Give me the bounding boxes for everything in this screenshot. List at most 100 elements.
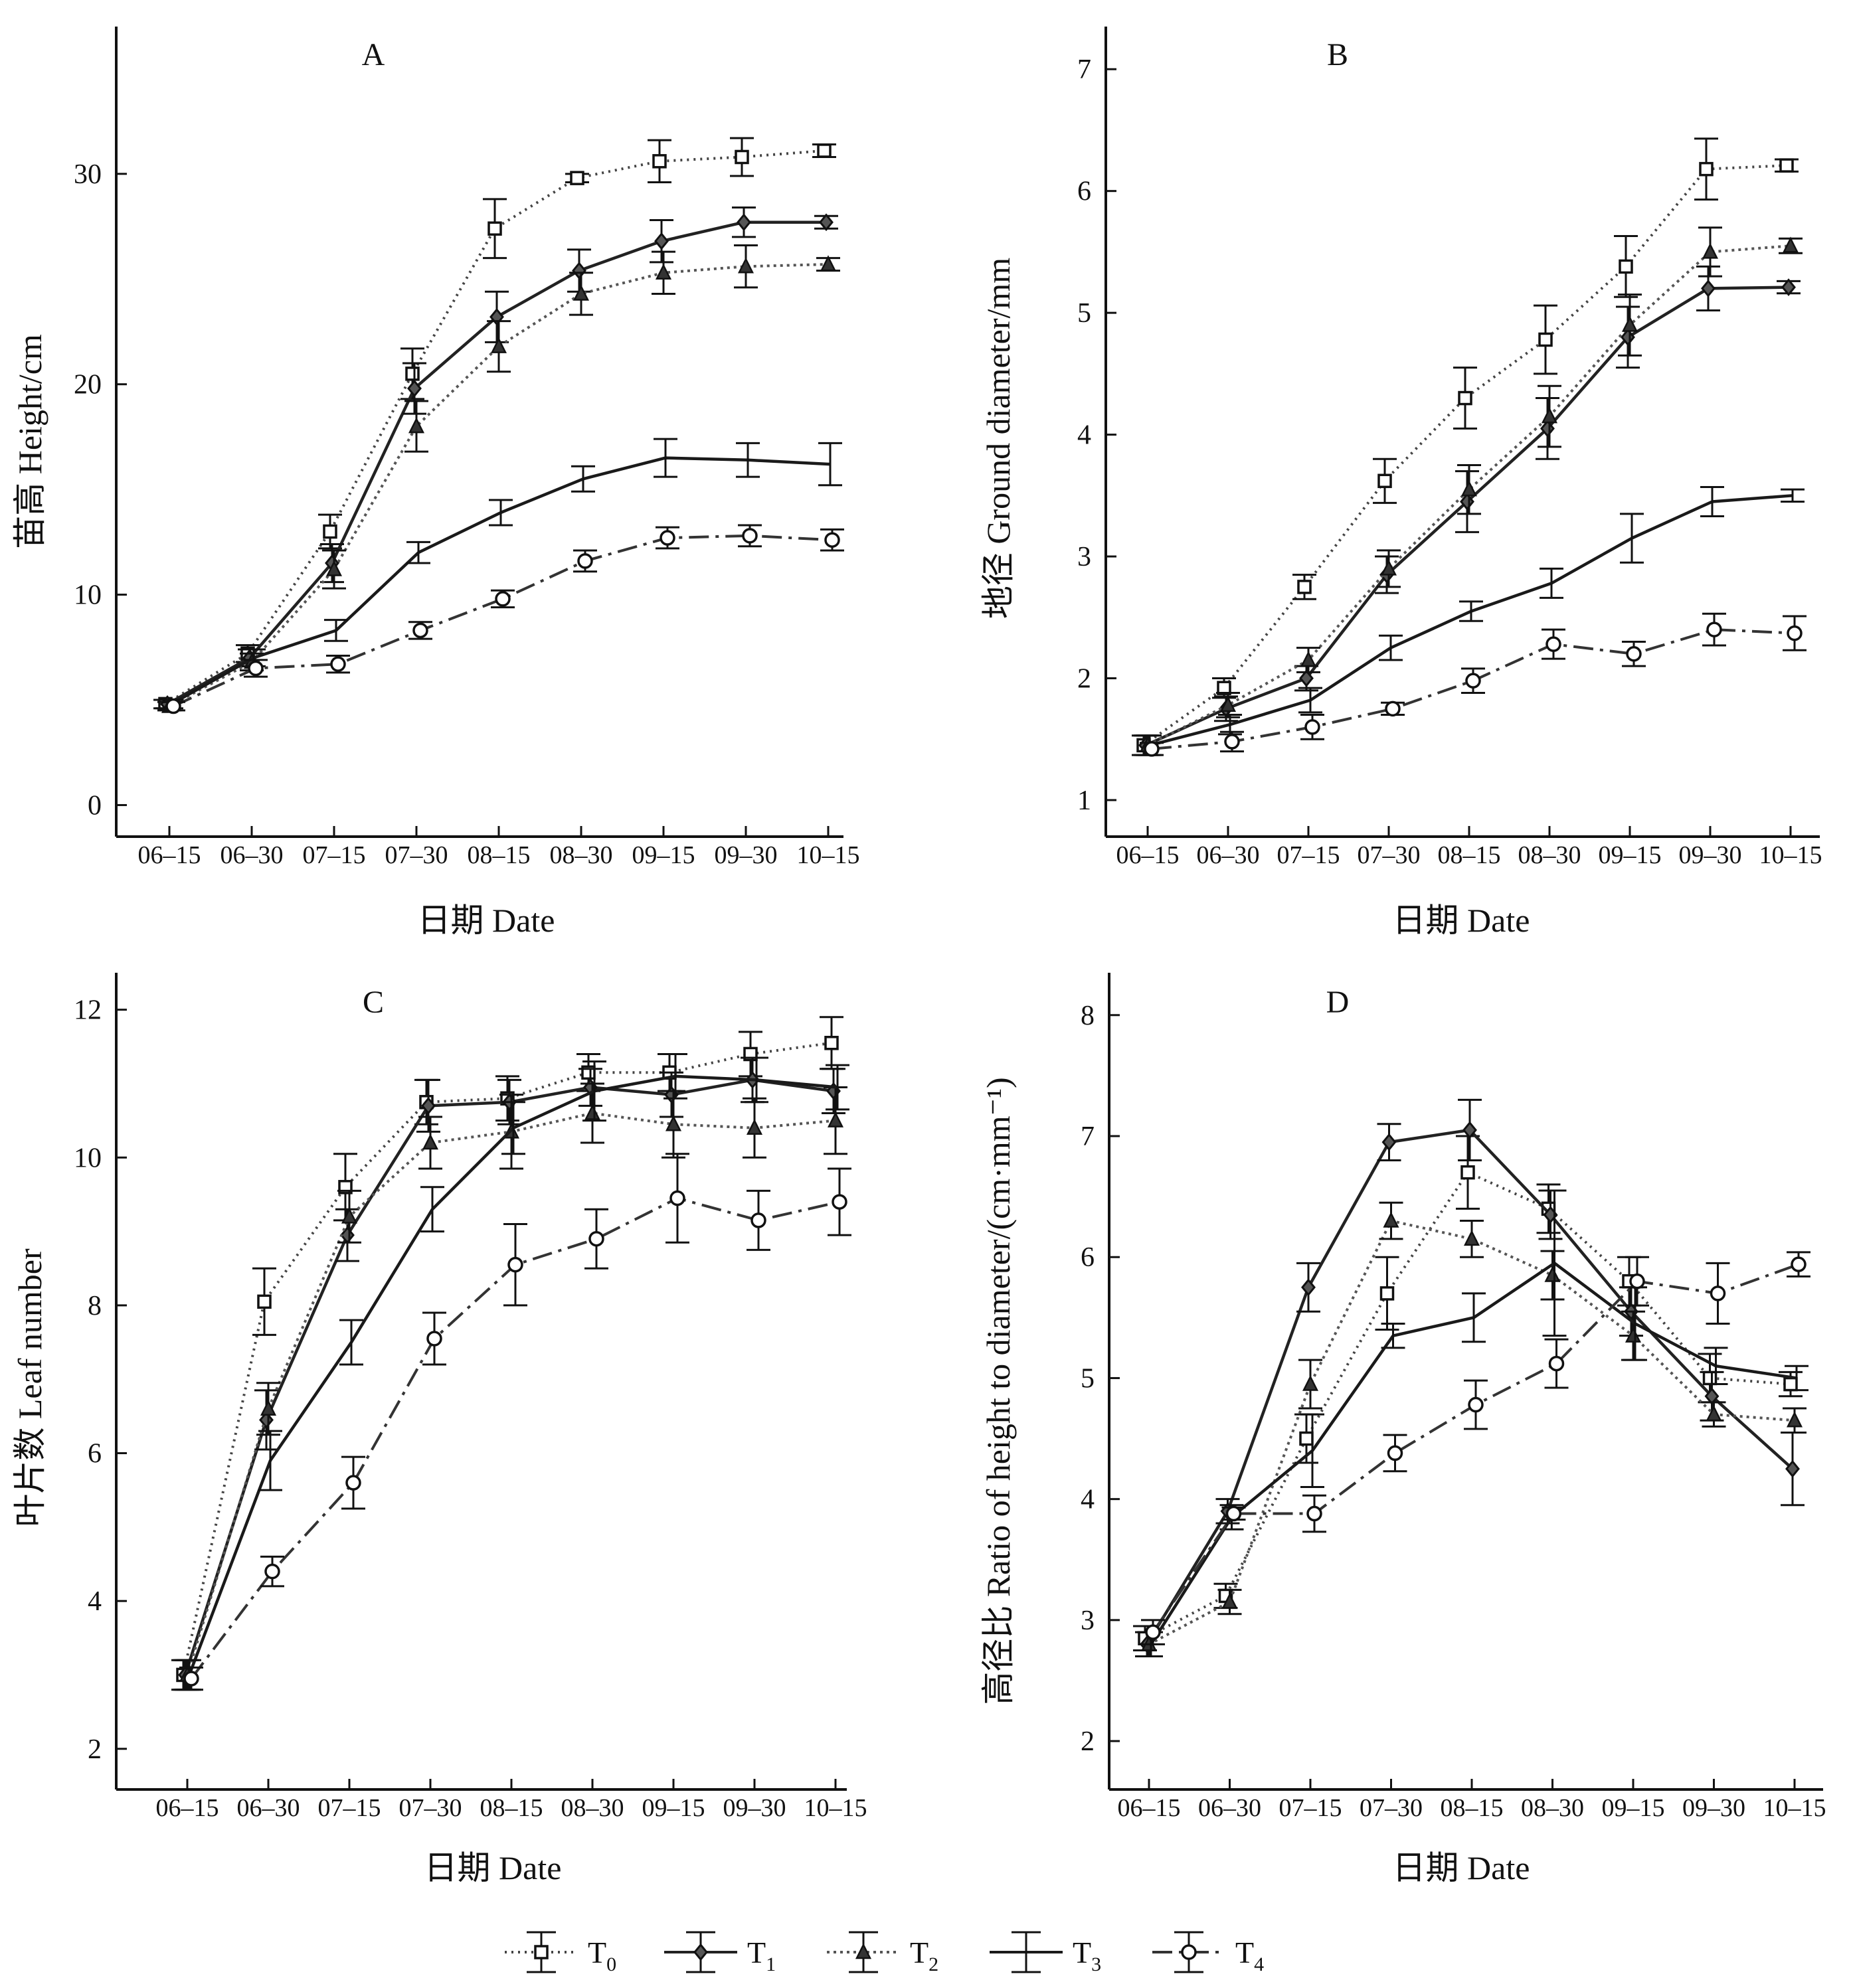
y-tick-label: 7 [1081, 1121, 1095, 1152]
data-point [1781, 278, 1796, 296]
legend-subscript: 3 [1091, 1953, 1101, 1975]
data-point [1544, 1266, 1561, 1282]
data-point [1381, 1133, 1397, 1151]
series-t2 [175, 1082, 847, 1691]
x-tick-label: 06–30 [1198, 1794, 1261, 1822]
data-point [1301, 1278, 1316, 1297]
series-t0 [1132, 137, 1799, 756]
data-point [1465, 673, 1481, 689]
panel-d-y-ticks: 2 3 4 5 6 7 8 [1081, 1001, 1120, 1757]
data-point [412, 622, 428, 639]
y-tick-label: 6 [1077, 177, 1091, 207]
data-point [588, 1230, 604, 1247]
data-point [570, 171, 584, 185]
y-tick-label: 20 [74, 370, 102, 400]
data-point [1302, 1374, 1319, 1391]
panel-b: B 1 2 3 4 5 6 7 06–15 06–30 07–15 07–30 08–15 08–30… [980, 27, 1822, 939]
data-point [832, 1194, 847, 1210]
data-point [1704, 1387, 1720, 1406]
data-point [325, 560, 343, 576]
data-point [1377, 473, 1392, 489]
panel-c-title: C [363, 985, 384, 1020]
legend-item-t1: T1 [664, 1931, 776, 1975]
x-tick-label: 10–15 [797, 841, 860, 869]
data-point [1217, 681, 1231, 695]
x-tick-label: 06–15 [1116, 841, 1180, 869]
panel-b-xlabel: 日期 Date [1393, 902, 1530, 939]
legend-label: T2 [910, 1936, 938, 1975]
data-point [1702, 1370, 1718, 1386]
data-point [669, 1190, 685, 1206]
data-point [750, 1212, 766, 1228]
series-t3 [177, 1052, 849, 1691]
panel-c-series [171, 1016, 851, 1691]
data-point [1145, 1624, 1161, 1640]
y-tick-label: 5 [1081, 1363, 1095, 1394]
y-tick-label: 12 [74, 995, 102, 1026]
x-tick-label: 08–30 [550, 841, 613, 869]
series-t4 [1141, 1251, 1810, 1645]
x-tick-label: 09–15 [1599, 841, 1662, 869]
y-tick-label: 8 [1081, 1001, 1095, 1031]
data-point [584, 1104, 601, 1120]
series-t3 [1139, 1189, 1809, 1658]
series-line-t2 [1148, 1219, 1795, 1646]
panel-a-series [153, 137, 844, 714]
data-point [824, 1035, 839, 1050]
data-point [819, 213, 834, 232]
series-t0 [1133, 1135, 1803, 1651]
data-point [1710, 1285, 1726, 1301]
series-t3 [1138, 485, 1805, 756]
y-tick-label: 6 [88, 1439, 102, 1469]
data-point [1144, 741, 1160, 757]
data-point [1297, 580, 1312, 594]
y-tick-label: 5 [1077, 298, 1091, 329]
panel-d-ylabel: 高径比 Ratio of height to diameter/(cm·mm⁻¹… [980, 1077, 1017, 1704]
panel-d-series [1133, 1098, 1810, 1658]
x-tick-label: 07–15 [1277, 841, 1340, 869]
series-t2 [1136, 226, 1803, 756]
x-tick-label: 07–30 [399, 1794, 462, 1822]
y-tick-label: 10 [74, 1143, 102, 1173]
data-point [1300, 651, 1317, 667]
data-point [341, 1207, 358, 1224]
data-point [264, 1563, 280, 1580]
data-point [1548, 1355, 1565, 1372]
y-tick-label: 4 [1077, 420, 1091, 451]
data-point [421, 1096, 436, 1115]
data-point [1621, 315, 1638, 332]
y-tick-label: 8 [88, 1291, 102, 1321]
legend-marker [693, 1943, 708, 1961]
panel-b-ylabel: 地径 Ground diameter/mm [980, 258, 1017, 619]
panel-b-title: B [1327, 37, 1348, 72]
data-point [1460, 1165, 1475, 1180]
y-tick-label: 3 [1081, 1606, 1095, 1636]
data-point [1706, 621, 1722, 637]
x-tick-label: 09–15 [1602, 1794, 1665, 1822]
data-point [1221, 1592, 1238, 1609]
panel-b-x-ticks: 06–15 06–30 07–15 07–30 08–15 08–30 09–15 09–30… [1116, 826, 1822, 869]
panel-a: A 0 10 20 30 06–15 06–30 07–15 07–30 08–15 08–30… [11, 27, 860, 939]
data-point [660, 530, 675, 546]
legend-marker [855, 1943, 872, 1959]
series-t0 [171, 1016, 843, 1691]
data-point [1383, 1211, 1399, 1228]
data-point [824, 532, 840, 548]
x-tick-label: 10–15 [1763, 1794, 1826, 1822]
data-point [1304, 719, 1320, 735]
data-point [1699, 161, 1714, 177]
panel-d: D 2 3 4 5 6 7 8 06–15 06–30 07–15 07–30 08–15 08–30… [980, 973, 1826, 1886]
data-point [1225, 1505, 1242, 1522]
data-point [1463, 1230, 1480, 1246]
panel-c-ylabel: 叶片数 Leaf number [11, 1248, 48, 1527]
data-point [573, 284, 590, 301]
x-tick-label: 08–30 [1521, 1794, 1584, 1822]
data-point [1626, 646, 1642, 662]
data-point [507, 1256, 523, 1273]
data-point [652, 154, 667, 169]
data-point [655, 263, 672, 280]
data-point [1458, 390, 1472, 406]
x-tick-label: 09–30 [723, 1794, 786, 1822]
panel-d-xlabel: 日期 Date [1393, 1849, 1530, 1886]
x-tick-label: 06–30 [237, 1794, 300, 1822]
